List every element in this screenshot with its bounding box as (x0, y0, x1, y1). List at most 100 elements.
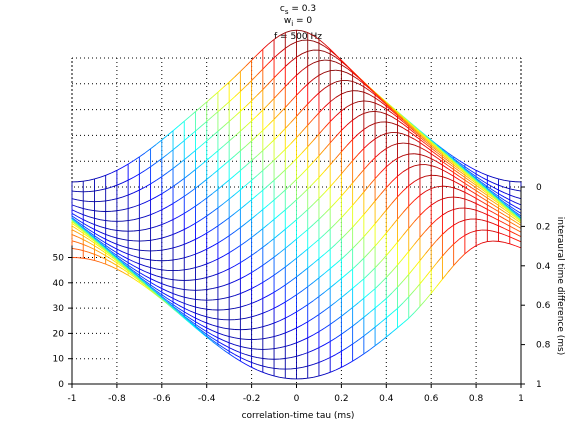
mesh-row-segment (195, 317, 202, 322)
mesh-row-segment (301, 146, 309, 154)
mesh-row-segment (442, 271, 449, 280)
mesh-row-segment (122, 268, 129, 274)
mesh-row-segment (122, 264, 129, 270)
mesh-row-segment (414, 128, 421, 134)
mesh-row-segment (324, 287, 331, 293)
mesh-row-segment (346, 72, 353, 77)
mesh-row-segment (116, 260, 123, 266)
mesh-row-segment (357, 316, 365, 323)
mesh-row-segment (453, 175, 460, 181)
mesh-row-segment (369, 267, 376, 274)
mesh-row-segment (200, 179, 207, 185)
mesh-row-segment (492, 230, 499, 234)
mesh-row-segment (105, 252, 112, 258)
mesh-row-segment (88, 216, 95, 219)
mesh-row-segment (212, 111, 219, 117)
mesh-row-segment (273, 334, 280, 337)
mesh-row-segment (206, 116, 213, 122)
mesh-row-segment (290, 257, 297, 264)
mesh-row-segment (442, 176, 449, 179)
chart-title: cs = 0.3 wi = 0 f = 500 Hz (274, 4, 322, 42)
mesh-row-segment (144, 284, 151, 290)
mesh-row-segment (228, 155, 236, 161)
mesh-row-segment (178, 195, 185, 201)
mesh-row-segment (369, 307, 376, 314)
mesh-row-segment (329, 180, 337, 188)
mesh-row-segment (329, 115, 337, 122)
mesh-row-segment (503, 196, 510, 201)
mesh-row-segment (234, 130, 241, 137)
mesh-row-segment (234, 262, 241, 267)
mesh-row-segment (161, 135, 168, 141)
mesh-row-segment (229, 295, 235, 298)
mesh-row-segment (296, 214, 303, 221)
mesh-row-segment (273, 233, 280, 239)
mesh-row-segment (475, 181, 482, 187)
mesh-row-segment (77, 241, 84, 245)
mesh-row-segment (105, 263, 112, 267)
mesh-row-segment (515, 221, 522, 226)
mesh-row-segment (380, 101, 387, 107)
mesh-row-segment (492, 204, 499, 209)
mesh-row-segment (183, 173, 191, 179)
mesh-row-segment (178, 304, 185, 309)
mesh-row-segment (279, 107, 286, 114)
mesh-row-segment (329, 50, 337, 56)
mesh-row-segment (172, 231, 179, 235)
mesh-row-segment (363, 207, 370, 215)
mesh-row-segment (206, 245, 213, 250)
mesh-row-segment (430, 144, 438, 150)
mesh-row-segment (453, 172, 460, 177)
mesh-row-segment (374, 302, 381, 309)
mesh-row-segment (402, 317, 410, 324)
mesh-row-segment (172, 304, 179, 309)
mesh-row-segment (77, 232, 84, 237)
mesh-row-segment (167, 130, 174, 136)
mesh-row-segment (369, 88, 376, 94)
mesh-row-segment (77, 225, 84, 231)
mesh-row-segment (470, 194, 477, 199)
mesh-row-segment (357, 79, 365, 85)
mesh-row-segment (509, 225, 516, 230)
mesh-row-segment (301, 188, 309, 195)
mesh-row-segment (408, 267, 415, 275)
mesh-row-segment (127, 272, 134, 278)
mesh-row-segment (447, 152, 454, 158)
mesh-row-segment (71, 234, 78, 238)
mesh-row-segment (318, 71, 325, 76)
mesh-row-segment (234, 344, 241, 347)
mesh-row-segment (122, 245, 129, 249)
mesh-row-segment (453, 158, 460, 164)
mesh-row-segment (363, 312, 370, 318)
mesh-row-segment (94, 232, 101, 237)
mesh-row-segment (262, 365, 269, 368)
mesh-row-segment (341, 61, 348, 67)
mesh-row-segment (296, 39, 303, 43)
mesh-row-segment (245, 359, 252, 363)
mesh-row-segment (262, 242, 269, 248)
mesh-row-segment (335, 56, 342, 62)
mesh-row-segment (284, 243, 292, 249)
mesh-row-segment (71, 247, 78, 250)
mesh-row-segment (414, 164, 421, 167)
mesh-row-segment (127, 264, 134, 270)
mesh-row-segment (172, 125, 179, 132)
mesh-row-segment (408, 165, 415, 169)
mesh-row-segment (77, 224, 84, 231)
mesh-row-segment (442, 169, 449, 174)
mesh-row-segment (296, 272, 303, 278)
mesh-row-segment (150, 162, 157, 168)
mesh-row-segment (99, 244, 106, 250)
mesh-row-segment (212, 339, 219, 345)
mesh-row-segment (352, 115, 359, 121)
mesh-row-segment (414, 283, 421, 291)
mesh-row-segment (324, 341, 331, 346)
mesh-row-segment (335, 333, 342, 339)
mesh-row-segment (290, 327, 297, 331)
mesh-row-segment (296, 253, 303, 259)
mesh-row-segment (481, 186, 488, 192)
mesh-row-segment (470, 190, 477, 195)
mesh-row-segment (453, 156, 460, 162)
mesh-row-segment (256, 130, 264, 137)
mesh-row-segment (116, 259, 123, 265)
